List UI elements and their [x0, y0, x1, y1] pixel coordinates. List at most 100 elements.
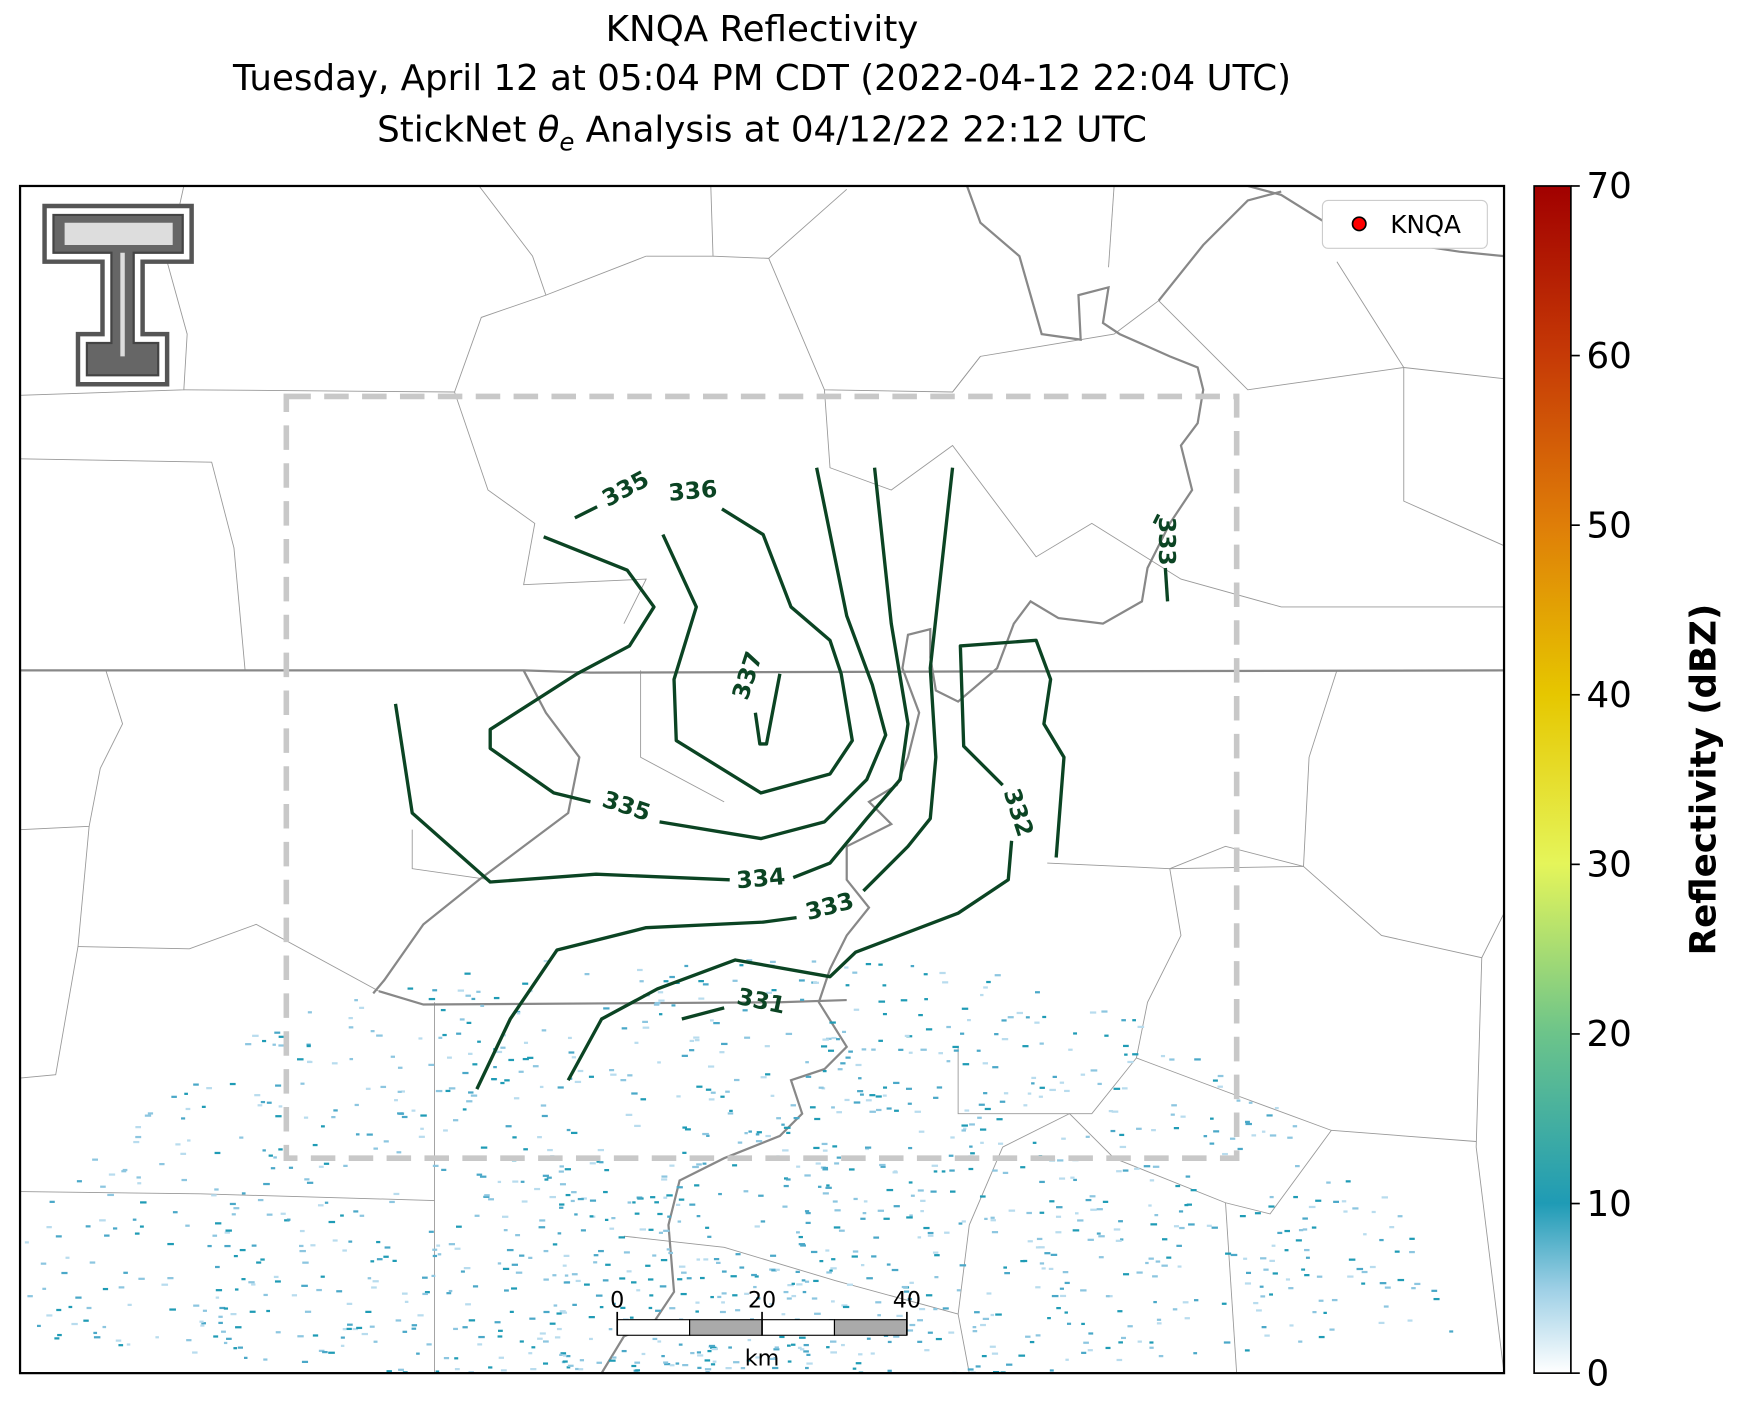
echo	[365, 1310, 372, 1313]
title-line-3: StickNet θe Analysis at 04/12/22 22:12 UTC	[377, 109, 1147, 156]
echo	[1039, 1180, 1045, 1184]
echo	[934, 1276, 939, 1279]
scale-bar: 0 20 40 km	[610, 1287, 921, 1371]
echo	[376, 1034, 383, 1037]
echo	[787, 1284, 794, 1287]
echo	[610, 1073, 617, 1076]
echo	[303, 1116, 309, 1119]
echo	[85, 1225, 91, 1228]
echo	[918, 1013, 923, 1017]
echo	[924, 998, 928, 1001]
echo	[1409, 1250, 1415, 1254]
echo	[822, 1166, 828, 1170]
echo	[908, 1146, 913, 1150]
echo	[1184, 1203, 1189, 1207]
echo	[970, 1152, 975, 1155]
echo	[102, 1325, 107, 1329]
echo	[669, 1364, 675, 1367]
echo	[1369, 1265, 1376, 1269]
echo	[958, 1222, 963, 1225]
echo	[373, 1340, 378, 1343]
echo	[1070, 1176, 1075, 1179]
echo	[865, 962, 872, 966]
echo	[653, 1003, 660, 1006]
echo	[1080, 1289, 1087, 1292]
echo	[610, 1380, 616, 1382]
echo	[727, 1112, 734, 1115]
echo	[735, 1253, 741, 1256]
echo	[284, 1219, 290, 1222]
echo	[621, 1027, 628, 1030]
echo	[770, 1254, 777, 1257]
echo	[961, 1129, 966, 1132]
echo	[529, 1317, 536, 1320]
echo	[411, 1324, 418, 1327]
echo	[568, 1051, 575, 1054]
echo	[983, 1092, 988, 1095]
echo	[1061, 1137, 1066, 1140]
echo	[1378, 1321, 1385, 1325]
echo	[901, 1285, 909, 1289]
echo	[304, 1178, 310, 1181]
echo	[829, 1021, 836, 1024]
echo	[599, 1161, 604, 1164]
echo	[270, 1167, 276, 1170]
echo	[559, 1203, 565, 1206]
echo	[811, 1375, 817, 1377]
echo	[1121, 1019, 1126, 1022]
echo	[398, 1112, 404, 1115]
echo	[806, 1353, 811, 1356]
echo	[822, 1069, 827, 1073]
echo	[771, 989, 777, 992]
echo	[713, 1022, 720, 1025]
echo	[751, 1376, 755, 1378]
echo	[306, 1044, 311, 1048]
echo	[1115, 1239, 1122, 1242]
echo	[1269, 1134, 1277, 1137]
echo	[456, 1032, 462, 1035]
theta-symbol: θ	[538, 109, 560, 150]
echo	[714, 1381, 719, 1383]
echo	[663, 980, 669, 983]
echo	[495, 1050, 503, 1054]
echo	[740, 1367, 746, 1370]
echo	[1065, 1358, 1069, 1361]
echo	[789, 1379, 794, 1381]
echo	[263, 1358, 268, 1361]
echo	[1333, 1200, 1340, 1203]
echo	[860, 1263, 865, 1267]
echo	[343, 1164, 348, 1167]
echo	[564, 1274, 569, 1277]
echo	[390, 1055, 395, 1058]
echo	[24, 1241, 29, 1244]
echo	[828, 1049, 835, 1052]
echo	[627, 1074, 633, 1077]
echo	[639, 1228, 646, 1231]
echo	[224, 1244, 231, 1248]
echo	[75, 1296, 82, 1299]
colorbar-tick-label: 0	[1586, 1353, 1609, 1394]
echo	[1145, 1261, 1149, 1265]
echo	[710, 1346, 717, 1349]
echo	[732, 979, 738, 982]
echo	[1081, 1351, 1087, 1354]
echo	[1210, 1117, 1214, 1120]
echo	[796, 1165, 801, 1168]
colorbar-tick-label: 20	[1586, 1014, 1631, 1055]
echo	[1153, 1300, 1157, 1304]
echo	[689, 1039, 694, 1043]
echo	[1081, 1322, 1085, 1326]
echo	[454, 1357, 459, 1360]
echo	[797, 1346, 802, 1349]
echo	[342, 1328, 347, 1331]
echo	[394, 1099, 398, 1102]
echo	[588, 1316, 595, 1319]
echo	[779, 1335, 785, 1339]
echo	[493, 1065, 497, 1069]
echo	[621, 1349, 627, 1353]
echo	[1173, 1225, 1179, 1228]
echo	[917, 1189, 924, 1192]
echo	[523, 1148, 528, 1151]
echo	[980, 1141, 984, 1144]
echo	[500, 1046, 506, 1049]
